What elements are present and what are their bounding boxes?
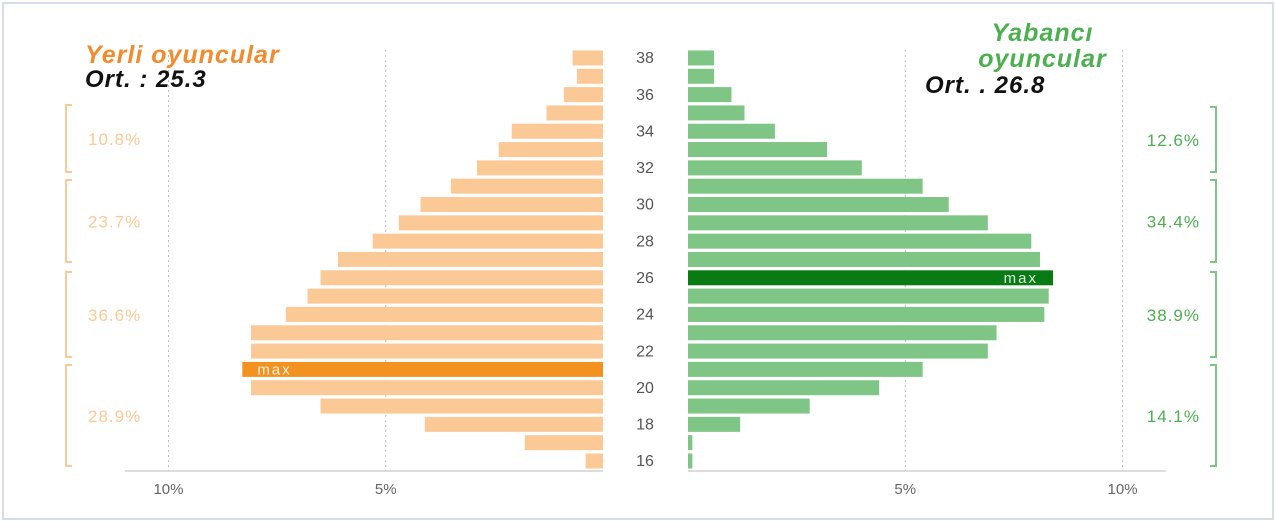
bar xyxy=(285,306,603,322)
bar xyxy=(688,68,715,84)
y-tick-label: 24 xyxy=(636,307,654,324)
group-bracket xyxy=(1210,271,1217,358)
bar xyxy=(450,178,603,194)
bar xyxy=(398,215,603,231)
group-bracket xyxy=(65,271,72,358)
y-tick-label: 22 xyxy=(636,343,654,360)
x-tick-label: 5% xyxy=(375,481,397,498)
bar xyxy=(498,142,603,158)
bar xyxy=(688,178,923,194)
bar xyxy=(688,215,988,231)
x-tick-label: 10% xyxy=(1108,481,1138,498)
bar xyxy=(424,416,603,432)
bar xyxy=(251,325,603,341)
bar xyxy=(688,105,745,121)
group-bracket xyxy=(1210,364,1217,467)
y-tick-label: 30 xyxy=(636,197,654,214)
x-tick-label: 5% xyxy=(894,481,916,498)
right-average: Ort. . 26.8 xyxy=(925,72,1046,99)
left-average: Ort. : 25.3 xyxy=(85,66,207,93)
bar xyxy=(688,306,1045,322)
left-title: Yerli oyuncular xyxy=(85,41,280,69)
bar xyxy=(572,50,603,66)
bar xyxy=(688,453,693,469)
bar xyxy=(688,343,988,359)
group-bracket xyxy=(65,104,72,173)
bar xyxy=(546,105,603,121)
group-bracket xyxy=(65,364,72,467)
y-tick-label: 16 xyxy=(636,453,654,470)
bar xyxy=(688,398,810,414)
right-title: Yabancı oyuncular xyxy=(978,19,1107,73)
bar xyxy=(688,251,1040,267)
bar xyxy=(576,68,603,84)
bar xyxy=(688,325,997,341)
bar xyxy=(688,160,862,176)
group-label: 36.6% xyxy=(88,306,141,325)
y-tick-label: 36 xyxy=(636,87,654,104)
group-label: 38.9% xyxy=(1147,306,1200,325)
y-tick-label: 18 xyxy=(636,417,654,434)
bar xyxy=(251,380,603,396)
y-tick-label: 28 xyxy=(636,233,654,250)
group-label: 34.4% xyxy=(1147,212,1200,231)
bar xyxy=(476,160,603,176)
bar xyxy=(320,270,603,286)
bar xyxy=(688,361,923,377)
bar xyxy=(688,435,693,451)
bar xyxy=(585,453,603,469)
max-label: max xyxy=(257,361,291,378)
group-label: 23.7% xyxy=(88,212,141,231)
bar xyxy=(688,197,949,213)
bar xyxy=(688,380,880,396)
bar xyxy=(688,270,1054,286)
bar xyxy=(688,288,1049,304)
y-tick-label: 26 xyxy=(636,270,654,287)
bar xyxy=(688,123,775,139)
y-tick-label: 34 xyxy=(636,123,654,140)
bar xyxy=(688,142,828,158)
group-label: 14.1% xyxy=(1147,407,1200,426)
group-bracket xyxy=(65,179,72,263)
group-label: 10.8% xyxy=(88,130,141,149)
bar xyxy=(688,233,1032,249)
group-label: 12.6% xyxy=(1147,131,1200,150)
bar xyxy=(337,251,603,267)
y-tick-label: 38 xyxy=(636,50,654,67)
bar xyxy=(688,50,715,66)
bar xyxy=(372,233,603,249)
bar xyxy=(420,197,603,213)
group-label: 28.9% xyxy=(88,407,141,426)
group-bracket xyxy=(1210,106,1217,173)
bar xyxy=(242,361,603,377)
bar xyxy=(524,435,603,451)
bar xyxy=(251,343,603,359)
x-tick-label: 10% xyxy=(153,481,183,498)
bar xyxy=(688,87,732,103)
bar xyxy=(688,416,741,432)
max-label: max xyxy=(1004,270,1038,287)
bar xyxy=(307,288,603,304)
bar xyxy=(511,123,603,139)
group-bracket xyxy=(1210,179,1217,263)
y-tick-label: 32 xyxy=(636,160,654,177)
y-tick-label: 20 xyxy=(636,380,654,397)
bar xyxy=(563,87,603,103)
bar xyxy=(320,398,603,414)
